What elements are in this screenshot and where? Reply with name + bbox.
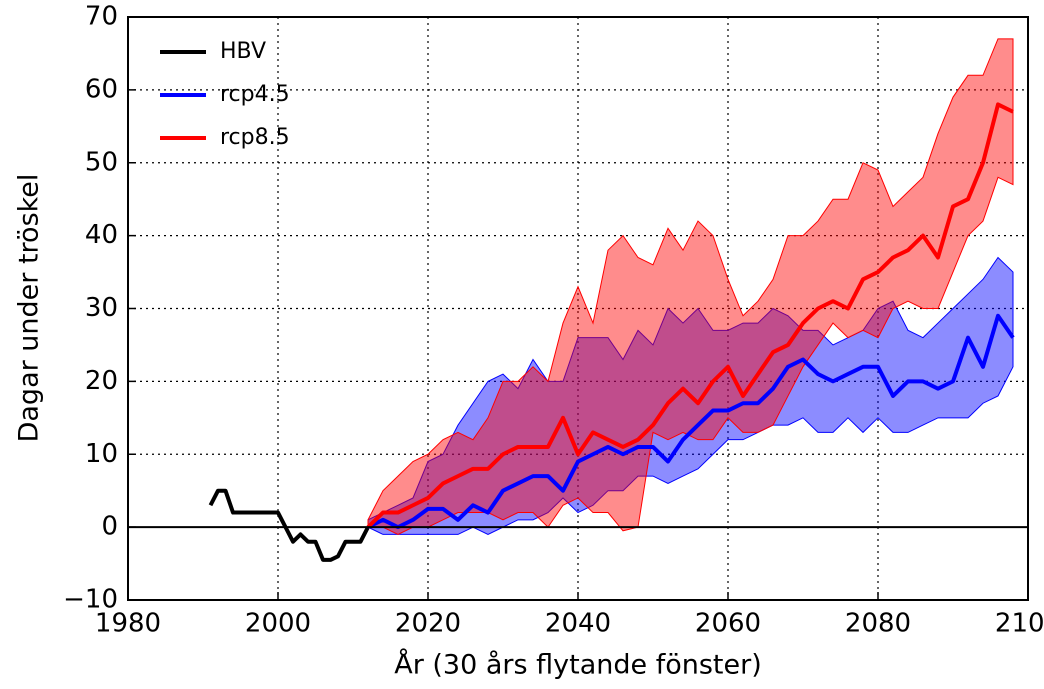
y-tick-label: 70: [85, 2, 118, 32]
x-tick-label: 2040: [545, 609, 611, 639]
series-line: [367, 313, 1015, 530]
x-tick-label: 2000: [245, 609, 311, 639]
plot-frame: [127, 16, 1029, 601]
legend-label: rcp4.5: [220, 82, 290, 107]
x-axis-label: År (30 års flytande fönster): [394, 649, 762, 681]
x-tick-label: 2080: [845, 609, 911, 639]
series-line: [208, 488, 370, 562]
plot-area: [208, 38, 1015, 562]
y-axis-label: Dagar under tröskel: [14, 174, 45, 443]
x-tick-label: 2100: [995, 609, 1044, 639]
x-tick-label: 1980: [95, 609, 161, 639]
legend-label: HBV: [220, 39, 266, 64]
y-tick-label: 30: [85, 293, 118, 323]
y-tick-label: −10: [63, 585, 118, 615]
legend-label: rcp8.5: [220, 125, 290, 150]
y-tick-label: 20: [85, 366, 118, 396]
y-tick-label: 40: [85, 220, 118, 250]
series-line: [366, 102, 1014, 529]
y-tick-label: 10: [85, 439, 118, 469]
y-tick-label: 50: [85, 147, 118, 177]
x-tick-label: 2060: [695, 609, 761, 639]
range-band: [367, 38, 1014, 535]
y-tick-label: 0: [101, 512, 118, 542]
x-tick-label: 2020: [395, 609, 461, 639]
y-tick-label: 60: [85, 74, 118, 104]
